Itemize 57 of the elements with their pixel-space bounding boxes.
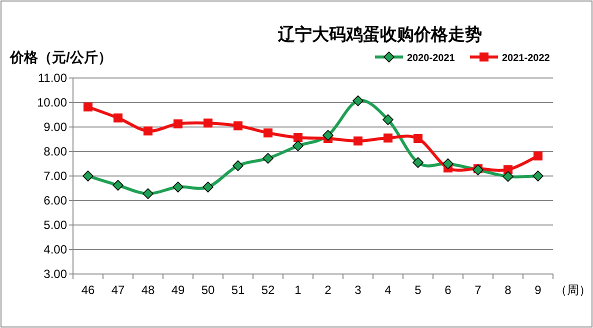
point: [442, 158, 454, 170]
point: [532, 170, 544, 182]
y-tick-label: 7.00: [44, 169, 68, 183]
y-axis-title: 价格（元/公斤）: [9, 49, 112, 65]
x-tick-label: 49: [171, 283, 185, 297]
x-tick-label: 6: [444, 283, 452, 297]
point: [354, 136, 362, 146]
y-tick-label: 6.00: [44, 194, 68, 208]
point: [352, 95, 364, 106]
y-tick-label: 10.00: [36, 96, 68, 110]
point: [292, 140, 304, 152]
y-tick-label: 11.00: [38, 71, 68, 85]
point: [174, 119, 182, 128]
point: [232, 160, 244, 172]
x-tick-label: 2: [324, 283, 332, 297]
x-axis-title: （周）: [555, 283, 591, 297]
point: [322, 130, 334, 141]
x-tick-label: 5: [414, 283, 422, 297]
point: [382, 114, 394, 126]
point: [142, 188, 154, 200]
chart-title: 辽宁大码鸡蛋收购价格走势: [277, 25, 482, 44]
x-tick-label: 8: [504, 283, 512, 297]
point: [82, 170, 94, 182]
x-tick-label: 51: [231, 283, 245, 297]
point: [384, 134, 392, 143]
legend-label: 2020-2021: [407, 53, 456, 64]
point: [112, 180, 124, 191]
x-tick-label: 1: [294, 283, 302, 297]
y-tick-label: 4.00: [44, 242, 68, 256]
x-tick-label: 7: [474, 283, 482, 297]
y-tick-label: 5.00: [44, 218, 68, 232]
y-tick-label: 8.00: [44, 144, 68, 158]
point: [412, 157, 424, 168]
point: [294, 133, 302, 142]
y-tick-label: 3.00: [44, 267, 68, 281]
x-tick-label: 52: [261, 283, 275, 297]
point: [204, 118, 212, 128]
point: [202, 182, 214, 192]
point: [234, 121, 242, 130]
x-tick-label: 50: [201, 283, 215, 297]
point: [172, 182, 184, 192]
x-tick-label: 47: [111, 283, 125, 297]
legend-label: 2021-2022: [502, 53, 550, 64]
y-tick-label: 9.00: [44, 120, 68, 134]
point: [262, 152, 274, 164]
x-tick-label: 3: [354, 283, 362, 297]
point: [144, 126, 152, 136]
point: [264, 128, 272, 138]
point: [84, 102, 92, 112]
x-tick-label: 4: [384, 283, 392, 297]
point: [534, 151, 542, 160]
point: [414, 134, 422, 144]
x-tick-label: 48: [141, 283, 155, 297]
x-tick-label: 9: [534, 283, 542, 297]
point: [114, 113, 122, 122]
point: [502, 171, 514, 182]
x-tick-label: 46: [81, 283, 95, 297]
